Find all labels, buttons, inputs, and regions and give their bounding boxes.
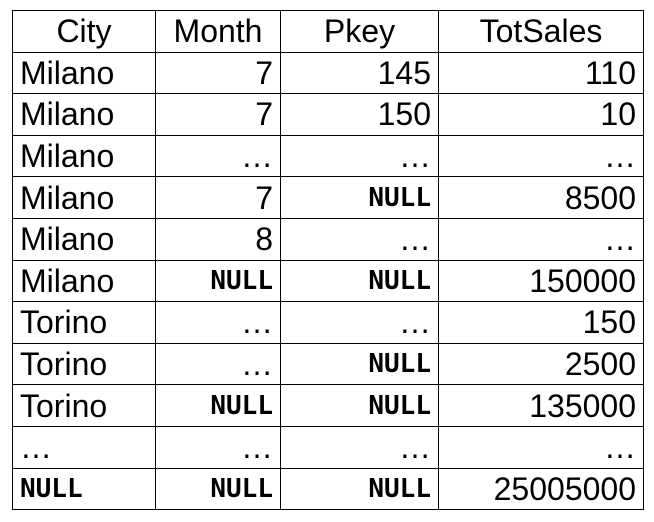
cell-city: Milano [12,259,156,303]
cell-totsales: … [438,217,644,261]
header-totsales: TotSales [438,10,644,53]
cell-city: Torino [12,301,156,344]
cell-pkey: NULL [280,259,439,303]
cell-pkey: NULL [280,342,439,386]
cell-city: … [12,425,156,469]
cell-totsales: 10 [438,93,644,136]
cell-month: NULL [155,259,281,303]
cell-month: 7 [155,93,281,136]
cell-pkey: … [280,134,439,178]
cell-city: Torino [12,342,156,386]
sales-table: City Month Pkey TotSales Milano 7 145 110 Mi… [12,10,644,511]
cell-city: Torino [12,384,156,427]
cell-pkey: … [280,217,439,261]
cell-totsales: 8500 [438,176,644,219]
table-row: Torino…… 150 [12,301,644,344]
cell-city: Milano [12,217,156,261]
cell-city: Milano [12,93,156,136]
cell-pkey: NULL [280,467,439,511]
cell-month: … [155,134,281,178]
table-row: Milano 7 145 110 [12,51,644,95]
cell-pkey: NULL [280,384,439,427]
cell-totsales: 110 [438,51,644,95]
cell-month: … [155,342,281,386]
cell-month: NULL [155,467,281,511]
table-row: NULL NULL NULL 25005000 [12,467,644,511]
cell-city: Milano [12,51,156,95]
header-row: City Month Pkey TotSales [12,10,644,53]
cell-month: 8 [155,217,281,261]
cell-pkey: 150 [280,93,439,136]
cell-totsales: … [438,134,644,178]
table-row: Torino… NULL 2500 [12,342,644,386]
cell-totsales: 2500 [438,342,644,386]
cell-pkey: … [280,425,439,469]
table-body: Milano 7 145 110 Milano 7 150 10 Milano……… Milano… [12,51,644,511]
cell-totsales: 135000 [438,384,644,427]
table-row: Milano 8…… [12,217,644,261]
cell-month: 7 [155,51,281,95]
table-row: Milano……… [12,134,644,178]
cell-city: NULL [12,467,156,511]
cell-month: NULL [155,384,281,427]
table-header: City Month Pkey TotSales [12,10,644,53]
cell-totsales: … [438,425,644,469]
cell-month: … [155,425,281,469]
cell-month: 7 [155,176,281,219]
cell-totsales: 25005000 [438,467,644,511]
cell-pkey: … [280,301,439,344]
header-pkey: Pkey [280,10,439,53]
cell-month: … [155,301,281,344]
table-row: Milano NULL NULL 150000 [12,259,644,303]
table-row: Torino NULL NULL 135000 [12,384,644,427]
cell-totsales: 150000 [438,259,644,303]
cell-pkey: NULL [280,176,439,219]
header-city: City [12,10,156,53]
table-row: Milano 7 150 10 [12,93,644,136]
cell-totsales: 150 [438,301,644,344]
cell-city: Milano [12,176,156,219]
table-row: Milano 7 NULL 8500 [12,176,644,219]
cell-pkey: 145 [280,51,439,95]
header-month: Month [155,10,281,53]
table-row: ………… [12,425,644,469]
cell-city: Milano [12,134,156,178]
